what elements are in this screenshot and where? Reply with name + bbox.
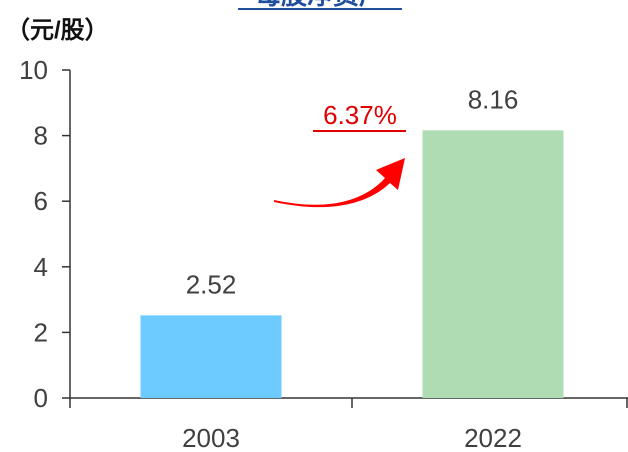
x-tick-label: 2003 bbox=[182, 423, 240, 452]
y-tick-label: 4 bbox=[34, 252, 48, 282]
bar bbox=[422, 130, 564, 399]
y-tick-label: 8 bbox=[34, 121, 48, 151]
y-tick-label: 6 bbox=[34, 186, 48, 216]
data-label: 2.52 bbox=[186, 269, 237, 299]
chart-title: 每股净资产 bbox=[255, 0, 385, 10]
data-label: 8.16 bbox=[468, 84, 519, 114]
y-tick-label: 10 bbox=[19, 55, 48, 85]
annotation: 6.37% bbox=[323, 100, 397, 130]
bar bbox=[140, 315, 282, 398]
y-tick-label: 0 bbox=[34, 383, 48, 413]
y-axis-label: （元/股） bbox=[6, 17, 109, 44]
y-tick-label: 2 bbox=[34, 317, 48, 347]
growth-arrow bbox=[274, 158, 405, 208]
x-tick-label: 2022 bbox=[464, 423, 522, 452]
